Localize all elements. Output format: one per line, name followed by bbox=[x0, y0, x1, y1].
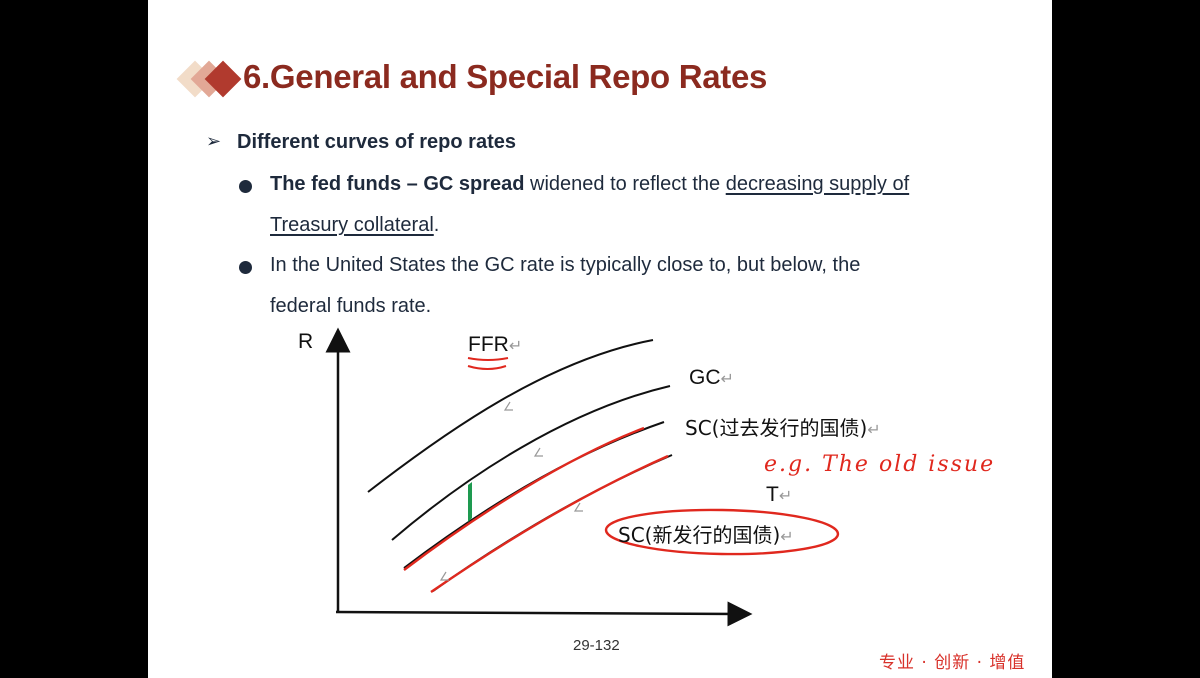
return-mark bbox=[439, 571, 449, 581]
sc-old-label: SC(过去发行的国债)↵ bbox=[685, 412, 881, 441]
spread-marker bbox=[468, 482, 472, 522]
page-number: 29-132 bbox=[573, 637, 620, 654]
t-highlight bbox=[430, 454, 669, 593]
gc-curve bbox=[391, 385, 671, 541]
bullet-2-line-2: federal funds rate. bbox=[270, 295, 432, 317]
logo-diamonds-icon bbox=[176, 60, 242, 98]
return-mark: ↵ bbox=[867, 422, 881, 439]
return-mark bbox=[533, 447, 543, 457]
t-label-text: T bbox=[766, 483, 779, 506]
return-mark: ↵ bbox=[780, 529, 794, 546]
bullet-1-mid: widened to reflect the bbox=[524, 173, 726, 195]
bullet-1-underlined: decreasing supply of bbox=[725, 173, 910, 195]
return-mark: ↵ bbox=[778, 488, 793, 505]
sc-new-label-text: SC(新发行的国债) bbox=[618, 523, 781, 547]
axis-y-label: R bbox=[298, 330, 314, 353]
sc-old-label-text: SC(过去发行的国债) bbox=[685, 416, 868, 440]
t-label: T↵ bbox=[766, 483, 792, 507]
bullet-1-line-2: Treasury collateral. bbox=[270, 214, 439, 237]
ffr-label: FFR↵ bbox=[468, 333, 522, 357]
gc-label-text: GC bbox=[689, 366, 721, 389]
bullet-1-bold: The fed funds – GC spread bbox=[270, 173, 525, 195]
old-issue-annotation: e.g. The old issue bbox=[764, 452, 996, 477]
ffr-underline-scribble bbox=[467, 357, 509, 370]
footer-brand: 专业 · 创新 · 增值 bbox=[879, 653, 1026, 673]
sc-new-label: SC(新发行的国债)↵ bbox=[618, 519, 794, 548]
bullet-dot bbox=[239, 261, 252, 274]
bullet-1-line-1: The fed funds – GC spread widened to ref… bbox=[270, 173, 909, 196]
return-mark: ↵ bbox=[720, 371, 734, 388]
ffr-label-text: FFR bbox=[468, 333, 509, 356]
slide: 6.General and Special Repo Rates ➢ Diffe… bbox=[148, 0, 1052, 678]
arrow-bullet-icon: ➢ bbox=[206, 131, 222, 151]
slide-title: 6.General and Special Repo Rates bbox=[243, 58, 768, 95]
sc-new-circle bbox=[604, 508, 840, 556]
bullet-dot bbox=[239, 180, 252, 193]
bullet-1-line2-end: . bbox=[433, 214, 440, 236]
ffr-curve bbox=[367, 339, 654, 493]
x-axis bbox=[335, 601, 753, 627]
sc-old-highlight bbox=[403, 426, 645, 571]
return-mark bbox=[503, 401, 513, 411]
bullet-2-line-1: In the United States the GC rate is typi… bbox=[270, 254, 861, 276]
heading-text: Different curves of repo rates bbox=[237, 131, 516, 153]
repo-rate-diagram bbox=[325, 327, 840, 627]
bullet-1-line2-underlined: Treasury collateral bbox=[270, 214, 434, 236]
gc-label: GC↵ bbox=[689, 366, 734, 390]
return-mark: ↵ bbox=[508, 338, 523, 355]
return-mark bbox=[573, 502, 583, 512]
